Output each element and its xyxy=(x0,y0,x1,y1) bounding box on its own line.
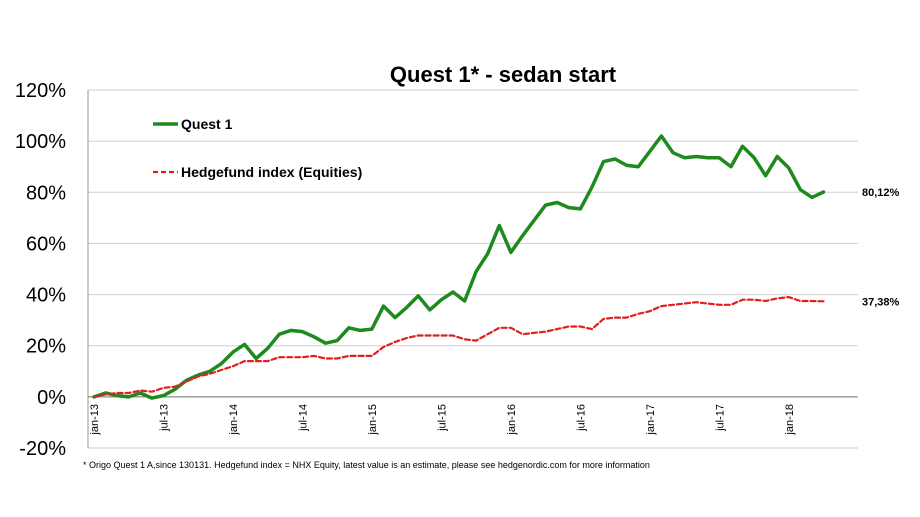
x-tick-label: jan-15 xyxy=(367,404,379,436)
y-tick-label: 100% xyxy=(15,131,66,153)
legend: Quest 1 Hedgefund index (Equities) xyxy=(153,116,362,180)
chart-footnote: * Origo Quest 1 A,since 130131. Hedgefun… xyxy=(83,460,650,470)
x-tick-label: jul-15 xyxy=(436,404,448,432)
y-axis-ticks: 120% 100% 80% 60% 40% 20% 0% -20% xyxy=(15,80,66,460)
y-tick-label: 0% xyxy=(37,387,66,409)
x-tick-label: jul-14 xyxy=(297,404,309,432)
y-tick-label: 20% xyxy=(26,336,66,358)
y-tick-label: 60% xyxy=(26,233,66,255)
y-tick-label: 120% xyxy=(15,80,66,102)
legend-label: Quest 1 xyxy=(181,116,233,132)
y-tick-label: 80% xyxy=(26,182,66,204)
x-tick-label: jan-14 xyxy=(228,404,240,436)
x-tick-label: jul-13 xyxy=(158,404,170,432)
x-tick-label: jan-13 xyxy=(89,404,101,436)
series-lines: 80,12% 37,38% xyxy=(92,134,900,400)
x-tick-label: jan-16 xyxy=(506,404,518,436)
x-tick-label: jan-18 xyxy=(784,404,796,436)
series-line-0 xyxy=(92,134,826,400)
series-end-label: 80,12% xyxy=(862,187,900,199)
y-tick-label: 40% xyxy=(26,285,66,307)
axes xyxy=(87,90,858,448)
gridlines xyxy=(88,89,858,449)
series-end-label: 37,38% xyxy=(862,296,900,308)
y-tick-label: -20% xyxy=(19,438,66,460)
x-tick-label: jul-16 xyxy=(575,404,587,432)
series-line-1 xyxy=(92,296,825,398)
chart-title: Quest 1* - sedan start xyxy=(390,62,617,87)
x-tick-label: jul-17 xyxy=(714,404,726,432)
x-axis-ticks: jan-13 jul-13 jan-14 jul-14 jan-15 jul-15 jan-… xyxy=(89,404,796,436)
x-tick-label: jan-17 xyxy=(645,404,657,436)
legend-label: Hedgefund index (Equities) xyxy=(181,164,362,180)
